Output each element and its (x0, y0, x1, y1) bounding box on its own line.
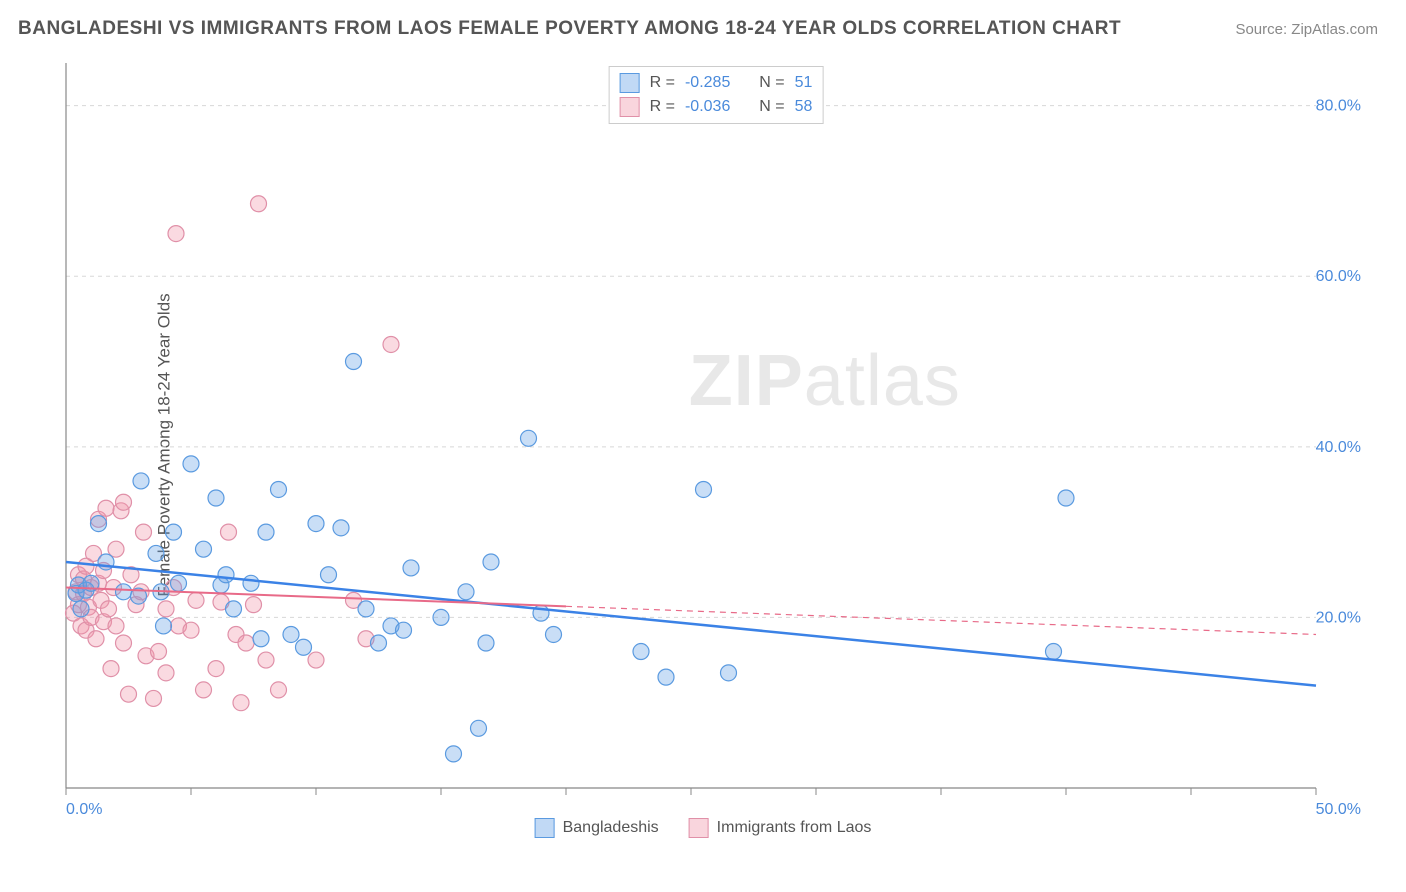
svg-text:80.0%: 80.0% (1316, 98, 1361, 115)
legend-row-bangladeshis: R = -0.285 N = 51 (620, 71, 813, 95)
legend-item-bangladeshis: Bangladeshis (535, 818, 659, 838)
svg-text:40.0%: 40.0% (1316, 439, 1361, 456)
svg-text:60.0%: 60.0% (1316, 268, 1361, 285)
legend-row-laos: R = -0.036 N = 58 (620, 95, 813, 119)
swatch-icon (689, 818, 709, 838)
swatch-icon (620, 97, 640, 117)
chart-area: Female Poverty Among 18-24 Year Olds 20.… (18, 50, 1388, 840)
svg-text:20.0%: 20.0% (1316, 609, 1361, 626)
swatch-icon (535, 818, 555, 838)
correlation-legend: R = -0.285 N = 51 R = -0.036 N = 58 (609, 66, 824, 124)
plot-area: 20.0%40.0%60.0%80.0%0.0%50.0% ZIPatlas R… (56, 58, 1376, 828)
scatter-plot-svg: 20.0% 40.0% 60.0% 80.0% 0.0% 50.0% (56, 58, 1376, 828)
chart-title: BANGLADESHI VS IMMIGRANTS FROM LAOS FEMA… (18, 18, 1121, 40)
source-label: Source: ZipAtlas.com (1235, 21, 1378, 38)
legend-item-laos: Immigrants from Laos (689, 818, 872, 838)
svg-text:0.0%: 0.0% (66, 801, 102, 818)
swatch-icon (620, 73, 640, 93)
svg-text:50.0%: 50.0% (1316, 801, 1361, 818)
series-legend: Bangladeshis Immigrants from Laos (535, 818, 872, 838)
header: BANGLADESHI VS IMMIGRANTS FROM LAOS FEMA… (0, 0, 1406, 50)
